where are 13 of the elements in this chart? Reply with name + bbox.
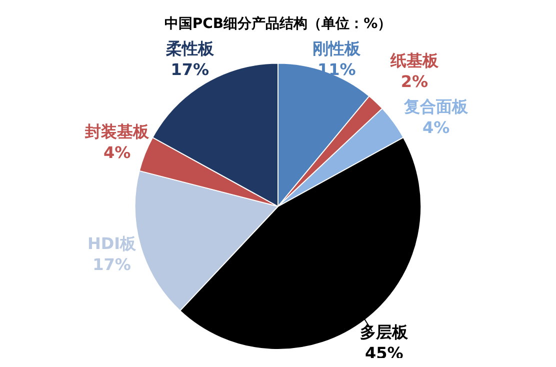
data-label: 2%	[400, 72, 428, 91]
data-label: 4%	[422, 118, 450, 137]
slice-label: HDI板	[87, 234, 138, 253]
data-label: 17%	[92, 254, 131, 274]
data-label: 4%	[103, 142, 131, 162]
slice-label: 刚性板	[312, 39, 362, 58]
chart-title: 中国PCB细分产品结构（单位：%）	[164, 15, 392, 32]
data-label: 17%	[170, 60, 210, 80]
slice-label: 纸基板	[389, 50, 440, 70]
slice-label: 柔性板	[164, 39, 215, 58]
slice-label: 封装基板	[84, 122, 150, 141]
slice-label: 多层板	[360, 322, 410, 342]
slice-label: 复合面板	[403, 96, 470, 116]
